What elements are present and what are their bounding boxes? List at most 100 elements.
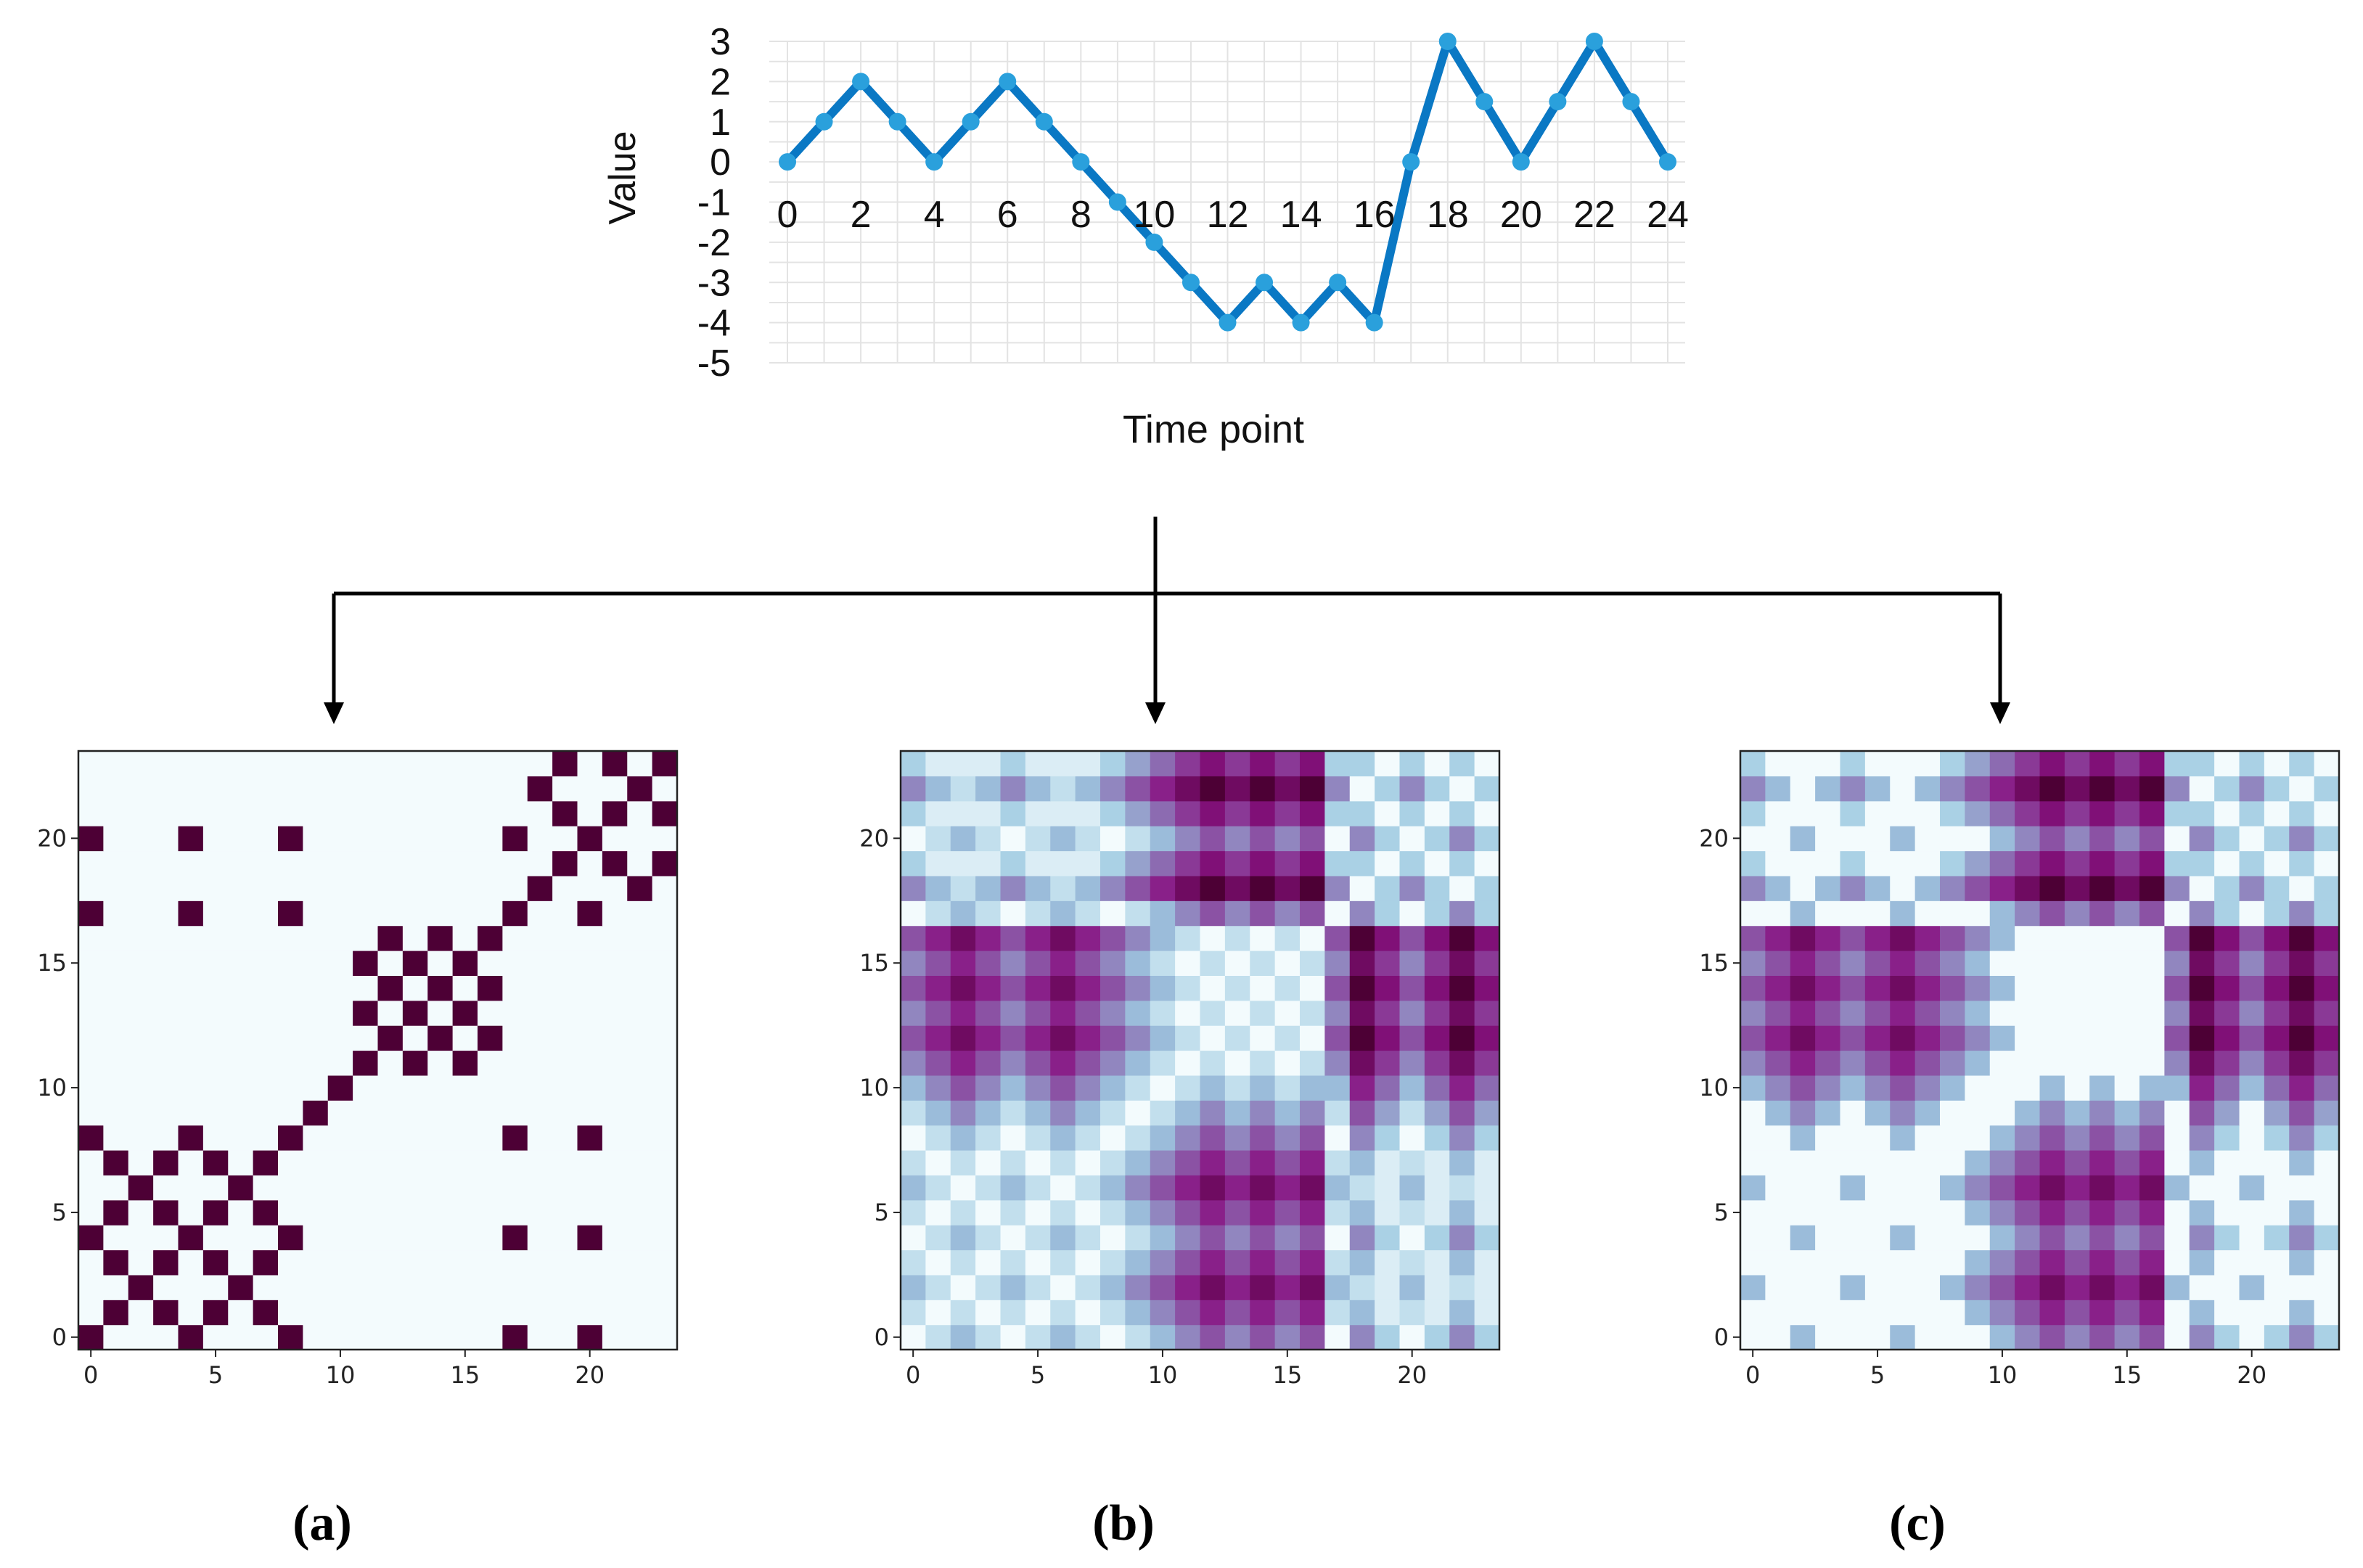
heatmap-cell bbox=[1075, 800, 1101, 826]
heatmap-cell bbox=[577, 900, 603, 927]
heatmap-cell bbox=[153, 776, 179, 802]
heatmap-cell bbox=[552, 751, 578, 776]
heatmap-cell bbox=[377, 1125, 404, 1151]
heatmap-cell bbox=[303, 1225, 329, 1251]
heatmap-cell bbox=[2039, 850, 2065, 877]
heatmap-cell bbox=[1765, 800, 1791, 826]
heatmap-cell bbox=[975, 875, 1002, 901]
heatmap-cell bbox=[527, 1249, 553, 1276]
heatmap-cell bbox=[901, 925, 926, 951]
heatmap-cell bbox=[1790, 1125, 1816, 1151]
heatmap-cell bbox=[1200, 975, 1226, 1001]
heatmap-cell bbox=[2039, 1225, 2065, 1251]
heatmap-cell bbox=[2264, 1274, 2290, 1300]
heatmap-cell bbox=[1890, 1324, 1916, 1350]
heatmap-cell bbox=[1424, 1000, 1450, 1026]
heatmap-cell bbox=[2164, 925, 2190, 951]
heatmap-cell bbox=[2239, 1274, 2265, 1300]
heatmap-cell bbox=[1150, 1324, 1176, 1350]
heatmap-cell bbox=[1815, 751, 1841, 776]
heatmap-cell bbox=[577, 1175, 603, 1201]
heatmap-cell bbox=[1424, 1075, 1450, 1101]
heatmap-cell bbox=[1940, 975, 1965, 1001]
heatmap-cell bbox=[253, 900, 279, 927]
heatmap-cell bbox=[1349, 951, 1375, 976]
heatmap-cell bbox=[153, 875, 179, 901]
heatmap-cell bbox=[2314, 850, 2340, 877]
heatmap-cell bbox=[78, 850, 104, 877]
heatmap-cell bbox=[1989, 1249, 2015, 1276]
heatmap-cell bbox=[502, 900, 528, 927]
heatmap-cell bbox=[1349, 875, 1375, 901]
heatmap-cell bbox=[1250, 1274, 1276, 1300]
heatmap-cell bbox=[2039, 1300, 2065, 1326]
heatmap-cell bbox=[1864, 1150, 1891, 1175]
heatmap-cell bbox=[1324, 1199, 1351, 1226]
y-tick-label: 20 bbox=[37, 824, 67, 852]
heatmap-cell bbox=[202, 1025, 229, 1051]
heatmap-cell bbox=[278, 1050, 303, 1076]
heatmap-cell bbox=[478, 800, 503, 826]
heatmap-cell bbox=[502, 800, 528, 826]
heatmap-cell bbox=[2289, 1199, 2315, 1226]
heatmap-cell bbox=[1790, 1100, 1816, 1126]
heatmap-cell bbox=[1100, 1050, 1126, 1076]
heatmap-cell bbox=[1989, 1050, 2015, 1076]
heatmap-cell bbox=[627, 1150, 653, 1175]
heatmap-cell bbox=[2114, 951, 2140, 976]
heatmap-cell bbox=[1424, 1100, 1450, 1126]
heatmap-cell bbox=[2289, 1000, 2315, 1026]
heatmap-cell bbox=[327, 751, 353, 776]
heatmap-cell bbox=[1940, 826, 1965, 852]
heatmap-cell bbox=[1175, 900, 1201, 927]
heatmap-cell bbox=[502, 776, 528, 802]
heatmap-cell bbox=[327, 925, 353, 951]
heatmap-cell bbox=[478, 1000, 503, 1026]
heatmap-cell bbox=[1424, 975, 1450, 1001]
heatmap-cell bbox=[377, 1274, 404, 1300]
heatmap-cell bbox=[228, 1175, 254, 1201]
y-tick-label: -5 bbox=[697, 342, 731, 385]
heatmap-cell bbox=[2289, 1274, 2315, 1300]
heatmap-cell bbox=[925, 900, 951, 927]
heatmap-cell bbox=[1815, 875, 1841, 901]
heatmap-cell bbox=[527, 800, 553, 826]
heatmap-cell bbox=[103, 1249, 129, 1276]
heatmap-cell bbox=[327, 776, 353, 802]
heatmap-cell bbox=[901, 850, 926, 877]
heatmap-cell bbox=[228, 1150, 254, 1175]
heatmap-cell bbox=[202, 1150, 229, 1175]
heatmap-cell bbox=[178, 1125, 204, 1151]
heatmap-cell bbox=[1000, 875, 1026, 901]
heatmap-cell bbox=[1125, 826, 1151, 852]
heatmap-cell bbox=[478, 951, 503, 976]
heatmap-cell bbox=[2164, 776, 2190, 802]
arrow-a-head bbox=[324, 702, 344, 724]
heatmap-cell bbox=[2015, 776, 2041, 802]
heatmap-cell bbox=[1250, 826, 1276, 852]
heatmap-cell bbox=[2015, 1300, 2041, 1326]
heatmap-cell bbox=[1989, 1175, 2015, 1201]
heatmap-cell bbox=[1474, 900, 1500, 927]
heatmap-cell bbox=[202, 925, 229, 951]
heatmap-cell bbox=[1815, 900, 1841, 927]
heatmap-cell bbox=[1324, 900, 1351, 927]
heatmap-cell bbox=[1765, 875, 1791, 901]
heatmap-cell bbox=[1050, 900, 1076, 927]
heatmap-cell bbox=[1050, 1125, 1076, 1151]
heatmap-cell bbox=[1890, 1000, 1916, 1026]
heatmap-cell bbox=[925, 1274, 951, 1300]
heatmap-cell bbox=[1125, 951, 1151, 976]
heatmap-cell bbox=[103, 1175, 129, 1201]
heatmap-cell bbox=[178, 1225, 204, 1251]
heatmap-cell bbox=[202, 1199, 229, 1226]
heatmap-cell bbox=[2089, 1175, 2116, 1201]
heatmap-cell bbox=[377, 1175, 404, 1201]
heatmap-cell bbox=[1914, 1075, 1941, 1101]
heatmap-cell bbox=[452, 751, 478, 776]
heatmap-cell bbox=[327, 951, 353, 976]
heatmap-cell bbox=[2189, 1100, 2215, 1126]
heatmap-cell bbox=[1449, 1274, 1475, 1300]
